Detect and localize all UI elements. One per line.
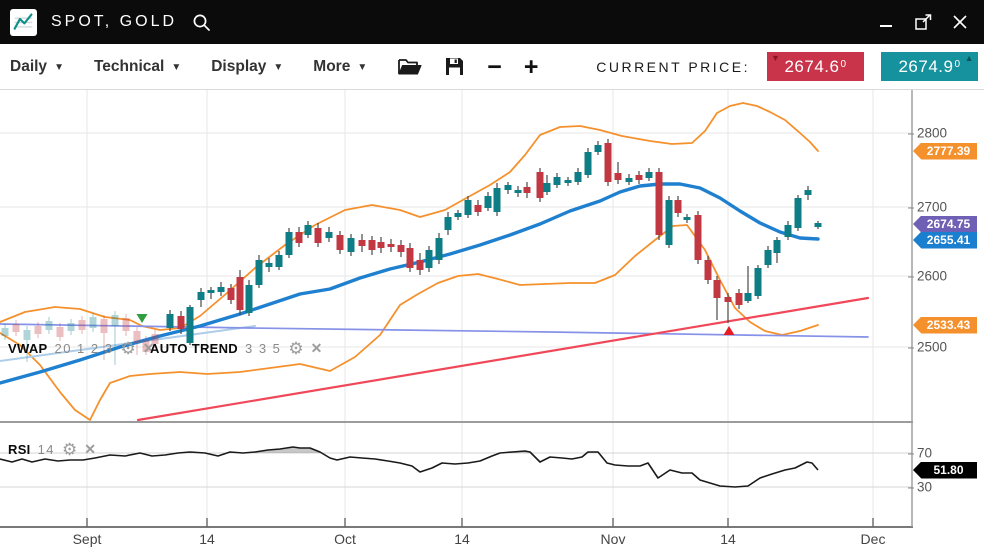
zoom-out-button[interactable]: − — [487, 52, 502, 81]
chevron-down-icon: ▼ — [54, 62, 64, 73]
xaxis-label-14b: 14 — [454, 531, 470, 547]
vwap-indicator-label: VWAP 20 1 2 3 ⚙ ✕ — [8, 338, 155, 358]
app-logo-icon — [10, 8, 37, 36]
upper-band-price-badge: 2777.39 — [913, 142, 977, 160]
xaxis-label-nov: Nov — [600, 531, 626, 547]
menu-technical[interactable]: Technical ▼ — [93, 57, 182, 75]
search-icon[interactable] — [191, 12, 211, 32]
rsi-settings-gear-icon[interactable]: ⚙ — [62, 439, 78, 459]
minimize-icon[interactable] — [876, 12, 896, 32]
bid-price-badge: ▼ 2674.60 — [767, 52, 864, 81]
menu-daily[interactable]: Daily ▼ — [10, 57, 64, 75]
rsi-indicator-label: RSI 14 ⚙ ✕ — [8, 439, 97, 459]
close-icon[interactable] — [950, 12, 970, 32]
rsi-remove-icon[interactable]: ✕ — [84, 441, 97, 457]
pop-out-icon[interactable] — [913, 12, 933, 32]
open-folder-icon[interactable] — [397, 56, 422, 77]
menu-more[interactable]: More ▼ — [313, 57, 368, 75]
zoom-in-button[interactable]: + — [523, 52, 539, 81]
chevron-down-icon: ▼ — [357, 62, 368, 73]
xaxis-label-sept: Sept — [72, 531, 102, 547]
price-tick-2800: 2800 — [907, 125, 948, 141]
chart-canvas[interactable] — [0, 90, 913, 537]
rsi-tick-70: 70 — [907, 445, 933, 461]
xaxis-label-14a: 14 — [199, 531, 215, 547]
last-price-badge: 2674.75 — [913, 215, 977, 233]
current-price-label: CURRENT PRICE: — [596, 58, 750, 75]
price-up-arrow-icon: ▲ — [964, 53, 974, 63]
vwap-settings-gear-icon[interactable]: ⚙ — [120, 338, 136, 358]
price-tick-2500: 2500 — [907, 339, 948, 355]
save-floppy-icon[interactable] — [444, 56, 465, 77]
chevron-down-icon: ▼ — [171, 62, 182, 73]
lower-band-price-badge: 2533.43 — [913, 316, 977, 334]
vwap-remove-icon[interactable]: ✕ — [142, 340, 155, 356]
autotrend-indicator-label: AUTO TREND 3 3 5 ⚙ ✕ — [150, 338, 323, 358]
ask-price-badge: ▲ 2674.90 — [881, 52, 978, 81]
window-title: SPOT, GOLD — [51, 13, 178, 30]
xaxis-label-dec: Dec — [860, 531, 886, 547]
ma-price-badge: 2655.41 — [913, 231, 977, 249]
price-down-arrow-icon: ▼ — [771, 53, 781, 63]
rsi-value-badge: 51.80 — [913, 461, 977, 479]
xaxis-label-14c: 14 — [720, 531, 736, 547]
price-tick-2600: 2600 — [907, 268, 948, 284]
xaxis-label-oct: Oct — [334, 531, 356, 547]
price-tick-2700: 2700 — [907, 199, 948, 215]
menu-display[interactable]: Display ▼ — [211, 57, 284, 75]
rsi-tick-30: 30 — [907, 479, 933, 495]
chevron-down-icon: ▼ — [273, 62, 284, 73]
autotrend-settings-gear-icon[interactable]: ⚙ — [288, 338, 304, 358]
toolbar: Daily ▼ Technical ▼ Display ▼ More ▼ — [0, 44, 984, 90]
autotrend-remove-icon[interactable]: ✕ — [310, 340, 323, 356]
title-bar[interactable]: SPOT, GOLD — [0, 0, 984, 44]
